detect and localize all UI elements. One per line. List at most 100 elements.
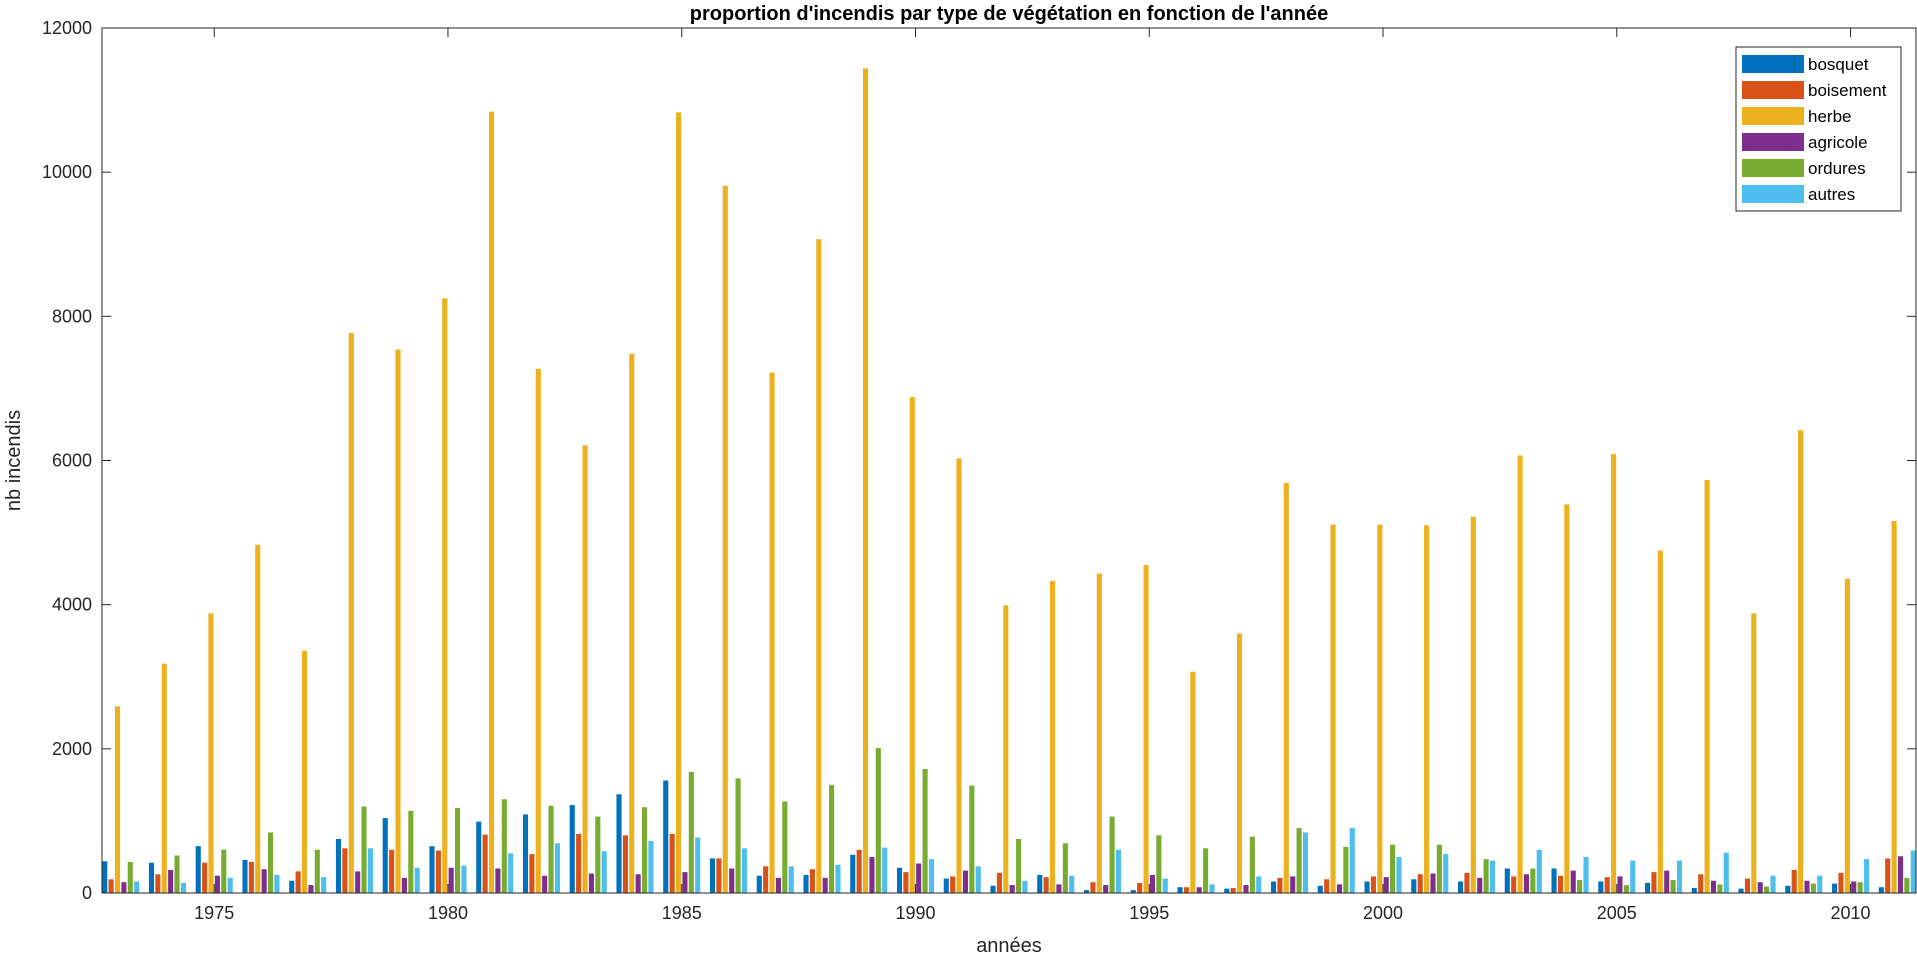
bar-ordures-1995 — [1156, 835, 1162, 893]
bar-boisement-2011 — [1885, 858, 1891, 893]
bar-autres-1998 — [1302, 832, 1309, 893]
bar-herbe-1984 — [629, 353, 635, 894]
x-tick-label-1975: 1975 — [194, 903, 234, 923]
bar-ordures-1980 — [454, 807, 461, 893]
bar-herbe-1997 — [1237, 633, 1243, 893]
bar-boisement-1979 — [389, 849, 395, 893]
bar-herbe-2003 — [1517, 455, 1523, 893]
bar-ordures-2007 — [1717, 884, 1723, 893]
bar-ordures-1983 — [595, 816, 601, 893]
bar-ordures-1990 — [922, 769, 928, 893]
bar-agricole-2001 — [1430, 873, 1436, 893]
bar-autres-1992 — [1022, 880, 1028, 893]
bar-autres-2007 — [1723, 852, 1729, 893]
bar-agricole-1986 — [729, 868, 735, 893]
axes-box — [101, 27, 1917, 894]
bar-ordures-1994 — [1109, 816, 1115, 893]
legend[interactable]: bosquet boisement herbe agricole ordures autr… — [1735, 46, 1902, 212]
bar-agricole-1979 — [401, 877, 407, 893]
bar-agricole-1994 — [1103, 885, 1109, 893]
bar-agricole-1988 — [822, 877, 828, 893]
y-tick-label-12000: 12000 — [42, 18, 92, 38]
bar-ordures-1974 — [174, 855, 180, 893]
x-tick-label-1980: 1980 — [428, 903, 468, 923]
bar-agricole-2010 — [1851, 881, 1857, 893]
bar-herbe-1976 — [255, 544, 261, 893]
bar-agricole-1976 — [261, 869, 267, 893]
bar-agricole-1991 — [962, 870, 968, 893]
bar-boisement-1982 — [529, 854, 535, 893]
bar-autres-1988 — [835, 864, 841, 893]
bar-agricole-1987 — [775, 877, 781, 893]
bar-autres-2004 — [1583, 856, 1589, 893]
bar-bosquet-1993 — [1037, 874, 1043, 893]
bar-herbe-2004 — [1564, 504, 1570, 893]
bar-bosquet-1973 — [102, 861, 108, 893]
bar-bosquet-1985 — [663, 780, 669, 893]
bar-bosquet-1999 — [1317, 885, 1323, 893]
bar-boisement-2008 — [1744, 878, 1751, 893]
bar-herbe-2002 — [1470, 516, 1476, 893]
bar-ordures-2009 — [1810, 883, 1816, 893]
legend-label-autres: autres — [1808, 185, 1855, 204]
bar-agricole-2011 — [1897, 856, 1904, 893]
x-tick-label-1985: 1985 — [662, 903, 702, 923]
bar-autres-2000 — [1396, 856, 1402, 893]
bar-herbe-1992 — [1003, 605, 1009, 893]
bar-agricole-1981 — [495, 868, 501, 893]
bar-boisement-1997 — [1230, 887, 1236, 893]
legend-label-herbe: herbe — [1808, 107, 1851, 126]
legend-box — [1735, 46, 1902, 212]
bar-agricole-1983 — [588, 873, 594, 893]
bar-bosquet-2011 — [1878, 887, 1884, 893]
bar-autres-1984 — [648, 841, 654, 893]
bar-herbe-1978 — [348, 332, 354, 894]
bar-autres-1990 — [928, 859, 935, 893]
bar-herbe-1991 — [956, 458, 962, 893]
bar-agricole-2003 — [1523, 874, 1530, 893]
bar-ordures-1986 — [735, 778, 741, 893]
bar-agricole-2006 — [1664, 870, 1670, 893]
bar-autres-1996 — [1209, 884, 1215, 893]
bar-boisement-2007 — [1698, 874, 1704, 893]
x-tick-label-1990: 1990 — [895, 903, 935, 923]
bar-autres-2001 — [1443, 854, 1449, 893]
bar-boisement-1990 — [903, 872, 909, 893]
bar-bosquet-1990 — [896, 867, 903, 893]
bar-autres-1991 — [975, 866, 981, 893]
bar-autres-2002 — [1489, 860, 1496, 893]
bar-ordures-2006 — [1670, 880, 1676, 893]
bar-autres-2005 — [1630, 860, 1636, 893]
bar-ordures-1982 — [548, 805, 554, 893]
legend-swatch-agricole — [1742, 133, 1804, 151]
bar-bosquet-2010 — [1832, 883, 1838, 893]
bar-agricole-1982 — [542, 875, 548, 893]
bar-agricole-2004 — [1570, 870, 1576, 893]
bar-boisement-2004 — [1557, 875, 1564, 893]
bar-autres-1997 — [1256, 876, 1262, 893]
bar-boisement-1986 — [716, 858, 722, 893]
bar-ordures-1989 — [875, 748, 881, 893]
ticks-group: 1975 1980 1985 1990 1995 2000 2005 2010 0 2000 400… — [42, 18, 1916, 923]
bar-boisement-1973 — [108, 879, 114, 893]
bar-agricole-2007 — [1710, 880, 1717, 893]
bar-herbe-1974 — [161, 663, 167, 893]
bar-bosquet-1996 — [1177, 887, 1183, 893]
bar-boisement-1999 — [1324, 879, 1330, 893]
bar-herbe-1979 — [395, 349, 401, 893]
bar-agricole-1980 — [448, 867, 454, 893]
bar-bosquet-1981 — [476, 821, 482, 893]
bar-autres-1993 — [1069, 875, 1075, 893]
bar-herbe-1973 — [114, 706, 121, 893]
bar-boisement-1995 — [1137, 882, 1143, 893]
bar-agricole-1984 — [635, 874, 641, 893]
bar-bosquet-2001 — [1411, 879, 1417, 893]
y-axis-label: nb incendis — [3, 410, 25, 511]
bar-boisement-1980 — [435, 850, 441, 893]
bar-agricole-1974 — [168, 869, 174, 893]
bar-agricole-1996 — [1196, 887, 1202, 893]
bar-ordures-2008 — [1764, 886, 1770, 893]
bar-bosquet-1994 — [1083, 890, 1090, 893]
bar-ordures-1998 — [1296, 828, 1302, 893]
bar-bosquet-1983 — [569, 805, 575, 893]
